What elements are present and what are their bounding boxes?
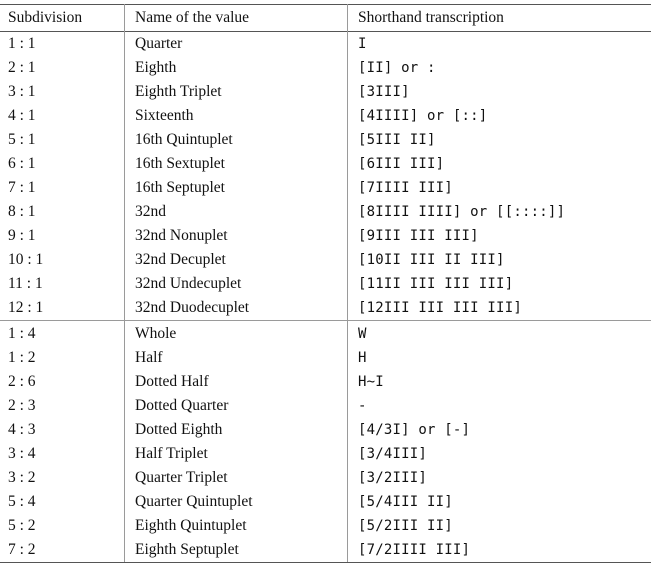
table-row: 1 : 2 Half H — [0, 346, 651, 370]
shorthand-cell: [11II III III III] — [358, 276, 514, 292]
value-name-cell: Quarter — [124, 31, 348, 56]
value-name-cell: 32nd Duodecuplet — [124, 296, 348, 321]
value-name-cell: Sixteenth — [124, 104, 348, 128]
shorthand-cell: - — [358, 398, 367, 414]
value-name-cell: Quarter Quintuplet — [124, 490, 348, 514]
table-row: 1 : 1 Quarter I — [0, 31, 651, 56]
subdivision-cell: 5 : 2 — [0, 514, 125, 538]
shorthand-cell: H — [358, 350, 367, 366]
value-name-cell: 32nd Decuplet — [124, 248, 348, 272]
value-name-cell: 16th Septuplet — [124, 176, 348, 200]
subdivision-cell: 7 : 2 — [0, 538, 125, 563]
subdivision-cell: 5 : 4 — [0, 490, 125, 514]
value-name-cell: 32nd Nonuplet — [124, 224, 348, 248]
subdivision-cell: 8 : 1 — [0, 200, 125, 224]
subdivision-cell: 12 : 1 — [0, 296, 125, 321]
shorthand-cell: [5/2III II] — [358, 518, 453, 534]
subdivision-cell: 1 : 1 — [0, 31, 125, 56]
value-name-cell: Dotted Quarter — [124, 394, 348, 418]
shorthand-cell: W — [347, 320, 651, 346]
shorthand-cell: I — [358, 36, 367, 52]
shorthand-cell: [4/3I] or [-] — [358, 422, 471, 438]
value-name-cell: 32nd Undecuplet — [124, 272, 348, 296]
subdivision-cell: 4 : 3 — [0, 418, 125, 442]
value-name-cell: 32nd — [124, 200, 348, 224]
table-row: 3 : 1 Eighth Triplet [3III] — [0, 80, 651, 104]
value-name-cell: Eighth Triplet — [124, 80, 348, 104]
shorthand-cell: [II] or : — [358, 60, 436, 76]
subdivision-cell: 11 : 1 — [0, 272, 125, 296]
subdivision-cell: 2 : 6 — [0, 370, 125, 394]
table-row: 2 : 1 Eighth [II] or : — [0, 56, 651, 80]
clipped-caption-strip — [0, 0, 655, 3]
shorthand-cell: [10II III II III] — [358, 252, 505, 268]
table-row: 2 : 3 Dotted Quarter - — [0, 394, 651, 418]
table-row: 12 : 1 32nd Duodecuplet [12III III III III… — [0, 296, 651, 321]
header-shorthand: Shorthand transcription — [358, 9, 504, 26]
subdivision-cell: 9 : 1 — [0, 224, 125, 248]
table-row: 11 : 1 32nd Undecuplet [11II III III III] — [0, 272, 651, 296]
subdivision-cell: 3 : 2 — [0, 466, 125, 490]
subdivision-cell: 2 : 3 — [0, 394, 125, 418]
table-row: 2 : 6 Dotted Half H~I — [0, 370, 651, 394]
header-name: Name of the value — [124, 4, 348, 32]
value-name-cell: Eighth Quintuplet — [124, 514, 348, 538]
shorthand-cell: [7IIII III] — [358, 180, 453, 196]
value-name-cell: Quarter Triplet — [124, 466, 348, 490]
subdivision-cell: 1 : 2 — [0, 346, 125, 370]
table-row: 1 : 4 Whole W — [0, 320, 651, 346]
value-name-cell: Half Triplet — [124, 442, 348, 466]
table-row: 8 : 1 32nd [8IIII IIII] or [[::::]] — [0, 200, 651, 224]
shorthand-cell: [8IIII IIII] or [[::::]] — [358, 204, 566, 220]
shorthand-cell: [5III II] — [358, 132, 436, 148]
table-row: 5 : 4 Quarter Quintuplet [5/4III II] — [0, 490, 651, 514]
table-row: 5 : 1 16th Quintuplet [5III II] — [0, 128, 651, 152]
table-row: 3 : 4 Half Triplet [3/4III] — [0, 442, 651, 466]
table-row: 3 : 2 Quarter Triplet [3/2III] — [0, 466, 651, 490]
table-row: 5 : 2 Eighth Quintuplet [5/2III II] — [0, 514, 651, 538]
shorthand-cell: [3III] — [358, 84, 410, 100]
value-name-cell: Eighth — [124, 56, 348, 80]
table-row: 10 : 1 32nd Decuplet [10II III II III] — [0, 248, 651, 272]
header-row: Subdivision Name of the value Shorthand … — [0, 4, 651, 32]
shorthand-cell: [12III III III III] — [358, 300, 522, 316]
value-name-cell: 16th Quintuplet — [124, 128, 348, 152]
shorthand-cell: [9III III III] — [358, 228, 479, 244]
value-name-cell: 16th Sextuplet — [124, 152, 348, 176]
subdivision-cell: 5 : 1 — [0, 128, 125, 152]
rhythm-values-table: Subdivision Name of the value Shorthand … — [0, 4, 651, 563]
shorthand-cell: [4IIII] or [::] — [358, 108, 488, 124]
subdivision-cell: 1 : 4 — [0, 320, 125, 346]
value-name-cell: Half — [124, 346, 348, 370]
value-name-cell: Dotted Half — [124, 370, 348, 394]
subdivision-cell: 3 : 4 — [0, 442, 125, 466]
shorthand-cell: [3/2III] — [358, 470, 428, 486]
shorthand-cell: [5/4III II] — [358, 494, 453, 510]
shorthand-cell: [7/2IIII III] — [347, 538, 651, 563]
table-row: 9 : 1 32nd Nonuplet [9III III III] — [0, 224, 651, 248]
shorthand-cell: [6III III] — [358, 156, 445, 172]
table-row: 6 : 1 16th Sextuplet [6III III] — [0, 152, 651, 176]
table-group-subdivisions: 1 : 1 Quarter I 2 : 1 Eighth [II] or : 3 : 1 Ei… — [0, 31, 651, 321]
table-row: 7 : 1 16th Septuplet [7IIII III] — [0, 176, 651, 200]
subdivision-cell: 4 : 1 — [0, 104, 125, 128]
value-name-cell: Dotted Eighth — [124, 418, 348, 442]
subdivision-cell: 2 : 1 — [0, 56, 125, 80]
header-subdivision: Subdivision — [0, 4, 125, 32]
table-row: 4 : 1 Sixteenth [4IIII] or [::] — [0, 104, 651, 128]
shorthand-cell: H~I — [358, 374, 384, 390]
table-row: 4 : 3 Dotted Eighth [4/3I] or [-] — [0, 418, 651, 442]
value-name-cell: Eighth Septuplet — [124, 538, 348, 563]
subdivision-cell: 10 : 1 — [0, 248, 125, 272]
table-row: 7 : 2 Eighth Septuplet [7/2IIII III] — [0, 538, 651, 563]
shorthand-cell: [3/4III] — [358, 446, 428, 462]
subdivision-cell: 7 : 1 — [0, 176, 125, 200]
subdivision-cell: 3 : 1 — [0, 80, 125, 104]
subdivision-cell: 6 : 1 — [0, 152, 125, 176]
value-name-cell: Whole — [124, 320, 348, 346]
table-group-other-values: 1 : 4 Whole W 1 : 2 Half H 2 : 6 Dotted Half H~I… — [0, 320, 651, 563]
